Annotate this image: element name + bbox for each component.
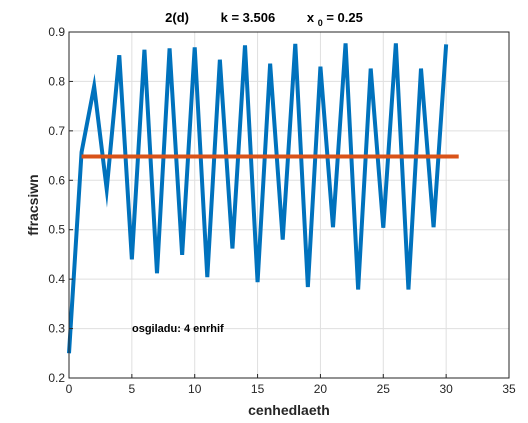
x-tick-label: 35 — [502, 382, 516, 396]
x-tick-label: 10 — [188, 382, 202, 396]
y-tick-label: 0.2 — [48, 371, 65, 385]
title-prefix: 2(d) — [165, 10, 189, 25]
title-k: k = 3.506 — [221, 10, 276, 25]
chart-title: 2(d) k = 3.506 x 0 = 0.25 — [165, 10, 363, 29]
y-tick-label: 0.4 — [48, 272, 65, 286]
title-x0-sub: 0 — [318, 18, 323, 28]
x-tick-label: 5 — [129, 382, 136, 396]
series-lines — [67, 43, 459, 354]
y-tick-label: 0.3 — [48, 322, 65, 336]
x-axis-label: cenhedlaeth — [248, 402, 330, 418]
title-x0-main: x — [307, 10, 315, 25]
title-x0-value: = 0.25 — [326, 10, 363, 25]
axes-box — [68, 31, 510, 379]
x-tick-label: 30 — [439, 382, 453, 396]
axis-ticks: 0 5 10 15 20 25 30 35 0.2 0.3 0.4 0.5 0.6 0.7 0.8 0.9 — [48, 25, 516, 396]
x-tick-label: 0 — [66, 382, 73, 396]
y-tick-label: 0.6 — [48, 173, 65, 187]
y-tick-label: 0.8 — [48, 74, 65, 88]
fraction-series-line — [67, 43, 449, 354]
x-tick-label: 25 — [377, 382, 391, 396]
oscillation-annotation: osgiladu: 4 enrhif — [132, 323, 224, 335]
x-tick-label: 20 — [314, 382, 328, 396]
y-tick-label: 0.9 — [48, 25, 65, 39]
y-tick-label: 0.5 — [48, 223, 65, 237]
y-tick-label: 0.7 — [48, 124, 65, 138]
y-axis-label: ffracsiwn — [25, 174, 41, 235]
x-tick-label: 15 — [251, 382, 265, 396]
